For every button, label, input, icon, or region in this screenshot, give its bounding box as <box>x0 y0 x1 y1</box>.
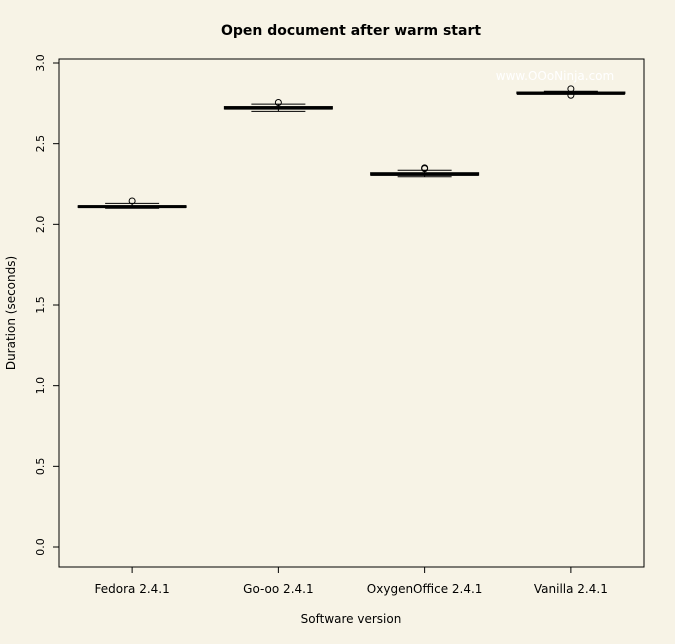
outlier-point <box>128 197 136 205</box>
box-1 <box>223 99 333 112</box>
box-3 <box>516 85 626 99</box>
x-tick-label: Vanilla 2.4.1 <box>534 582 608 596</box>
chart-title: Open document after warm start <box>221 23 481 39</box>
y-axis-label: Duration (seconds) <box>4 256 18 370</box>
y-tick-label: 1.0 <box>34 377 47 395</box>
x-tick-label: OxygenOffice 2.4.1 <box>367 582 483 596</box>
y-axis: 0.0 0.5 1.0 1.5 2.0 2.5 3.0 <box>34 54 60 556</box>
box-0 <box>77 197 187 209</box>
y-tick-label: 2.0 <box>34 216 47 234</box>
x-axis: Fedora 2.4.1 Go-oo 2.4.1 OxygenOffice 2.4.… <box>95 566 608 596</box>
outlier-point <box>274 99 282 107</box>
outlier-point <box>567 85 575 93</box>
y-tick-label: 3.0 <box>34 54 47 72</box>
x-tick-label: Go-oo 2.4.1 <box>243 582 313 596</box>
outlier-point <box>421 164 429 172</box>
watermark-text: www.OOoNinja.com <box>496 69 614 83</box>
box-2 <box>370 164 480 178</box>
y-tick-label: 1.5 <box>34 296 47 314</box>
y-tick-label: 0.0 <box>34 538 47 556</box>
y-tick-label: 2.5 <box>34 135 47 153</box>
boxes-group <box>77 85 626 209</box>
y-tick-label: 0.5 <box>34 458 47 476</box>
x-axis-label: Software version <box>301 612 402 626</box>
x-tick-label: Fedora 2.4.1 <box>95 582 170 596</box>
